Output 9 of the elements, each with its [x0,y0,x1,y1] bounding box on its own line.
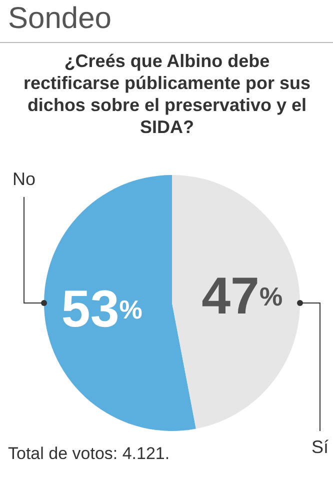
slice-label: Sí [311,437,329,457]
data-label: 53% [61,280,142,339]
chart-subtitle: ¿Creés que Albino debe rectificarse públicamente por sus dichos sobre el preservativo y el SIDA? [22,50,312,138]
pie-slice [44,175,196,431]
text: Total de votos: 4.121. [8,444,170,464]
chart-title: Sondeo [8,2,112,36]
data-label: 47% [202,267,283,326]
slice-label: No [12,169,36,189]
pie-slice [172,175,300,429]
